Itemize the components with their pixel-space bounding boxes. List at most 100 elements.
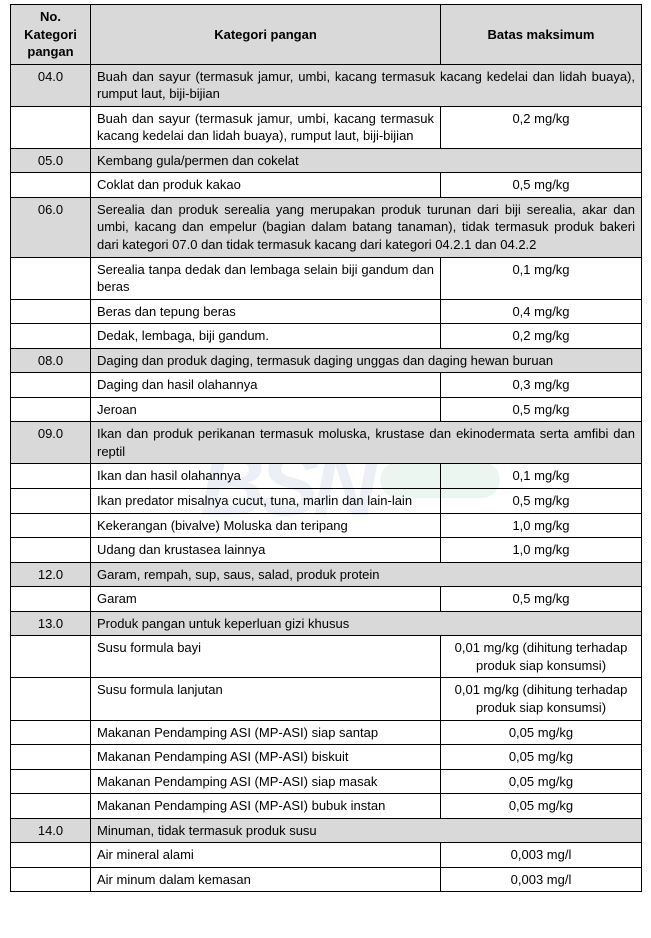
table-row: Air minum dalam kemasan 0,003 mg/l [11, 867, 642, 892]
category-row: 14.0 Minuman, tidak termasuk produk susu [11, 818, 642, 843]
food-category-table: No. Kategori pangan Kategori pangan Bata… [10, 4, 642, 892]
item-desc: Garam [91, 587, 441, 612]
blank-cell [11, 513, 91, 538]
item-limit: 0,05 mg/kg [441, 769, 642, 794]
item-desc: Makanan Pendamping ASI (MP-ASI) bubuk in… [91, 794, 441, 819]
item-desc: Makanan Pendamping ASI (MP-ASI) siap mas… [91, 769, 441, 794]
cat-title: Garam, rempah, sup, saus, salad, produk … [91, 562, 642, 587]
cat-no: 13.0 [11, 611, 91, 636]
blank-cell [11, 745, 91, 770]
cat-no: 08.0 [11, 348, 91, 373]
category-row: 12.0 Garam, rempah, sup, saus, salad, pr… [11, 562, 642, 587]
item-desc: Susu formula lanjutan [91, 678, 441, 720]
table-row: Dedak, lembaga, biji gandum. 0,2 mg/kg [11, 324, 642, 349]
cat-no: 12.0 [11, 562, 91, 587]
table-row: Ikan predator misalnya cucut, tuna, marl… [11, 489, 642, 514]
item-limit: 1,0 mg/kg [441, 513, 642, 538]
blank-cell [11, 173, 91, 198]
cat-title: Minuman, tidak termasuk produk susu [91, 818, 642, 843]
table-row: Makanan Pendamping ASI (MP-ASI) bubuk in… [11, 794, 642, 819]
blank-cell [11, 769, 91, 794]
blank-cell [11, 464, 91, 489]
category-row: 13.0 Produk pangan untuk keperluan gizi … [11, 611, 642, 636]
cat-no: 09.0 [11, 422, 91, 464]
item-limit: 0,003 mg/l [441, 867, 642, 892]
blank-cell [11, 106, 91, 148]
cat-no: 06.0 [11, 197, 91, 257]
item-desc: Udang dan krustasea lainnya [91, 538, 441, 563]
table-row: Ikan dan hasil olahannya 0,1 mg/kg [11, 464, 642, 489]
header-kategori: Kategori pangan [91, 5, 441, 65]
item-limit: 0,2 mg/kg [441, 324, 642, 349]
page-wrap: BSN No. Kategori pangan Kategori pangan … [0, 4, 651, 892]
item-limit: 0,05 mg/kg [441, 745, 642, 770]
table-row: Makanan Pendamping ASI (MP-ASI) siap mas… [11, 769, 642, 794]
item-limit: 1,0 mg/kg [441, 538, 642, 563]
blank-cell [11, 587, 91, 612]
item-limit: 0,05 mg/kg [441, 794, 642, 819]
header-no: No. Kategori pangan [11, 5, 91, 65]
item-desc: Serealia tanpa dedak dan lembaga selain … [91, 257, 441, 299]
item-limit: 0,01 mg/kg (dihitung terhadap produk sia… [441, 636, 642, 678]
item-desc: Buah dan sayur (termasuk jamur, umbi, ka… [91, 106, 441, 148]
cat-no: 05.0 [11, 148, 91, 173]
cat-title: Ikan dan produk perikanan termasuk molus… [91, 422, 642, 464]
table-header-row: No. Kategori pangan Kategori pangan Bata… [11, 5, 642, 65]
table-row: Garam 0,5 mg/kg [11, 587, 642, 612]
item-limit: 0,01 mg/kg (dihitung terhadap produk sia… [441, 678, 642, 720]
item-desc: Ikan predator misalnya cucut, tuna, marl… [91, 489, 441, 514]
item-limit: 0,1 mg/kg [441, 257, 642, 299]
table-row: Buah dan sayur (termasuk jamur, umbi, ka… [11, 106, 642, 148]
item-desc: Dedak, lembaga, biji gandum. [91, 324, 441, 349]
item-desc: Air minum dalam kemasan [91, 867, 441, 892]
table-row: Udang dan krustasea lainnya 1,0 mg/kg [11, 538, 642, 563]
item-desc: Coklat dan produk kakao [91, 173, 441, 198]
blank-cell [11, 299, 91, 324]
blank-cell [11, 373, 91, 398]
table-row: Coklat dan produk kakao 0,5 mg/kg [11, 173, 642, 198]
blank-cell [11, 678, 91, 720]
table-row: Jeroan 0,5 mg/kg [11, 397, 642, 422]
table-row: Daging dan hasil olahannya 0,3 mg/kg [11, 373, 642, 398]
item-desc: Susu formula bayi [91, 636, 441, 678]
table-row: Susu formula lanjutan 0,01 mg/kg (dihitu… [11, 678, 642, 720]
item-limit: 0,5 mg/kg [441, 587, 642, 612]
cat-title: Buah dan sayur (termasuk jamur, umbi, ka… [91, 64, 642, 106]
cat-title: Serealia dan produk serealia yang merupa… [91, 197, 642, 257]
blank-cell [11, 843, 91, 868]
item-desc: Kekerangan (bivalve) Moluska dan teripan… [91, 513, 441, 538]
table-row: Makanan Pendamping ASI (MP-ASI) siap san… [11, 720, 642, 745]
cat-no: 14.0 [11, 818, 91, 843]
item-desc: Jeroan [91, 397, 441, 422]
blank-cell [11, 720, 91, 745]
item-desc: Daging dan hasil olahannya [91, 373, 441, 398]
table-row: Air mineral alami 0,003 mg/l [11, 843, 642, 868]
blank-cell [11, 794, 91, 819]
table-row: Susu formula bayi 0,01 mg/kg (dihitung t… [11, 636, 642, 678]
category-row: 04.0 Buah dan sayur (termasuk jamur, umb… [11, 64, 642, 106]
item-limit: 0,003 mg/l [441, 843, 642, 868]
item-desc: Makanan Pendamping ASI (MP-ASI) biskuit [91, 745, 441, 770]
item-limit: 0,4 mg/kg [441, 299, 642, 324]
item-limit: 0,2 mg/kg [441, 106, 642, 148]
table-row: Kekerangan (bivalve) Moluska dan teripan… [11, 513, 642, 538]
category-row: 08.0 Daging dan produk daging, termasuk … [11, 348, 642, 373]
cat-no: 04.0 [11, 64, 91, 106]
item-desc: Air mineral alami [91, 843, 441, 868]
blank-cell [11, 324, 91, 349]
header-batas: Batas maksimum [441, 5, 642, 65]
item-desc: Ikan dan hasil olahannya [91, 464, 441, 489]
cat-title: Produk pangan untuk keperluan gizi khusu… [91, 611, 642, 636]
category-row: 05.0 Kembang gula/permen dan cokelat [11, 148, 642, 173]
blank-cell [11, 538, 91, 563]
item-limit: 0,1 mg/kg [441, 464, 642, 489]
category-row: 06.0 Serealia dan produk serealia yang m… [11, 197, 642, 257]
item-limit: 0,5 mg/kg [441, 489, 642, 514]
blank-cell [11, 397, 91, 422]
item-limit: 0,5 mg/kg [441, 173, 642, 198]
item-limit: 0,05 mg/kg [441, 720, 642, 745]
blank-cell [11, 257, 91, 299]
cat-title: Daging dan produk daging, termasuk dagin… [91, 348, 642, 373]
category-row: 09.0 Ikan dan produk perikanan termasuk … [11, 422, 642, 464]
table-row: Makanan Pendamping ASI (MP-ASI) biskuit … [11, 745, 642, 770]
